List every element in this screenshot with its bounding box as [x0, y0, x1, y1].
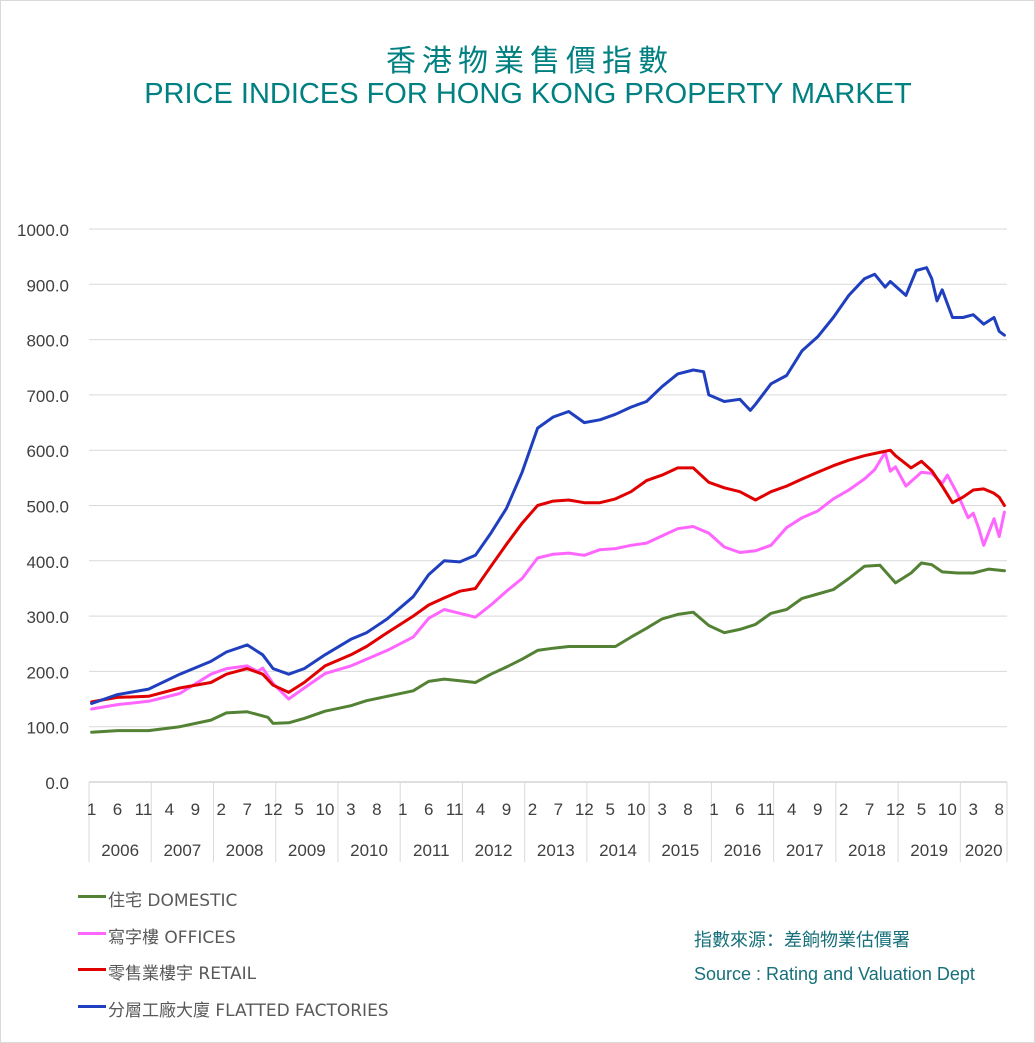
x-year-label: 2011: [413, 841, 450, 860]
y-tick-label: 200.0: [26, 663, 69, 682]
x-month-tick-label: 12: [264, 800, 283, 819]
legend-label: 分層工廠大廈 FLATTED FACTORIES: [108, 1000, 389, 1021]
legend-swatch: [78, 1004, 106, 1008]
y-tick-label: 300.0: [26, 608, 69, 627]
x-month-tick-label: 12: [886, 800, 905, 819]
y-tick-label: 400.0: [26, 553, 69, 572]
y-tick-label: 600.0: [26, 442, 69, 461]
y-axis-ticks: 0.0 100.0 200.0 300.0 400.0 500.0 600.0 700.0 80…: [17, 221, 69, 793]
x-month-tick-label: 9: [502, 800, 511, 819]
y-tick-label: 800.0: [26, 332, 69, 351]
legend-swatch: [78, 895, 106, 898]
x-axis: 1 6 11 4 9 2 7 12 5 10 3 8 1 6 11 4 9 2 7 12 5 10 3 8 1 6 11 4 9 2 7 12…: [87, 782, 1008, 862]
x-month-tick-label: 11: [135, 800, 153, 819]
x-year-label: 2006: [101, 841, 139, 860]
x-month-tick-label: 6: [424, 800, 433, 819]
x-year-label: 2019: [910, 841, 948, 860]
series-line-1: [90, 450, 1006, 711]
y-tick-label: 100.0: [26, 719, 69, 738]
x-month-tick-label: 3: [657, 800, 666, 819]
series-line-0: [90, 561, 1006, 734]
y-tick-label: 900.0: [26, 276, 69, 295]
series-line-2: [90, 448, 1006, 704]
x-month-tick-label: 3: [346, 800, 355, 819]
legend-label: 寫字樓 OFFICES: [108, 927, 236, 948]
x-month-tick-label: 5: [294, 800, 303, 819]
x-month-tick-label: 1: [709, 800, 718, 819]
series-line-3: [90, 266, 1006, 705]
x-month-tick-label: 2: [528, 800, 537, 819]
x-month-tick-label: 10: [316, 800, 335, 819]
x-year-label: 2016: [724, 841, 762, 860]
gridlines: [89, 228, 1007, 783]
x-month-tick-label: 7: [865, 800, 874, 819]
x-year-label: 2018: [848, 841, 886, 860]
x-month-tick-label: 2: [839, 800, 848, 819]
x-month-tick-label: 8: [372, 800, 381, 819]
x-month-tick-label: 5: [917, 800, 926, 819]
legend-label: 零售業樓宇 RETAIL: [108, 964, 257, 984]
x-month-tick-label: 8: [683, 800, 692, 819]
x-year-label: 2009: [288, 841, 326, 860]
source-en: Source : Rating and Valuation Dept: [694, 964, 975, 984]
x-month-tick-label: 6: [113, 800, 122, 819]
legend-swatch: [78, 931, 106, 935]
x-month-tick-label: 1: [398, 800, 407, 819]
y-tick-label: 500.0: [26, 498, 69, 517]
y-tick-label: 700.0: [26, 387, 69, 406]
legend-swatch: [78, 968, 106, 971]
x-month-tick-label: 10: [627, 800, 646, 819]
x-month-tick-label: 5: [606, 800, 615, 819]
x-month-tick-label: 9: [813, 800, 822, 819]
x-month-tick-label: 6: [735, 800, 744, 819]
x-month-tick-label: 12: [575, 800, 594, 819]
x-year-label: 2013: [537, 841, 575, 860]
x-year-label: 2007: [163, 841, 201, 860]
x-year-label: 2010: [350, 841, 388, 860]
legend-label: 住宅 DOMESTIC: [108, 891, 238, 911]
x-month-tick-label: 9: [191, 800, 200, 819]
source-note: 指數來源：差餉物業估價署 Source : Rating and Valuati…: [694, 928, 975, 996]
x-year-label: 2014: [599, 841, 637, 860]
x-year-label: 2017: [786, 841, 824, 860]
x-month-tick-label: 11: [757, 800, 775, 819]
y-tick-label: 1000.0: [17, 221, 69, 240]
x-year-label: 2020: [965, 841, 1003, 860]
x-month-tick-label: 4: [476, 800, 485, 819]
chart-title-zh: 香港物業售價指數: [386, 44, 674, 79]
x-month-tick-label: 4: [787, 800, 796, 819]
chart-title-en: PRICE INDICES FOR HONG KONG PROPERTY MAR…: [144, 78, 912, 110]
y-tick-label: 0.0: [45, 774, 69, 793]
x-month-tick-label: 3: [969, 800, 978, 819]
x-month-tick-label: 8: [994, 800, 1003, 819]
x-month-tick-label: 1: [87, 800, 96, 819]
x-year-label: 2012: [475, 841, 513, 860]
series-lines: [90, 266, 1006, 734]
x-month-tick-label: 4: [165, 800, 174, 819]
x-month-tick-label: 2: [217, 800, 226, 819]
x-year-label: 2008: [226, 841, 264, 860]
x-year-label: 2015: [661, 841, 699, 860]
source-zh: 指數來源：差餉物業估價署: [694, 930, 910, 950]
x-month-tick-label: 7: [554, 800, 563, 819]
x-month-tick-label: 10: [938, 800, 957, 819]
x-month-tick-label: 7: [242, 800, 251, 819]
x-month-tick-label: 11: [446, 800, 464, 819]
